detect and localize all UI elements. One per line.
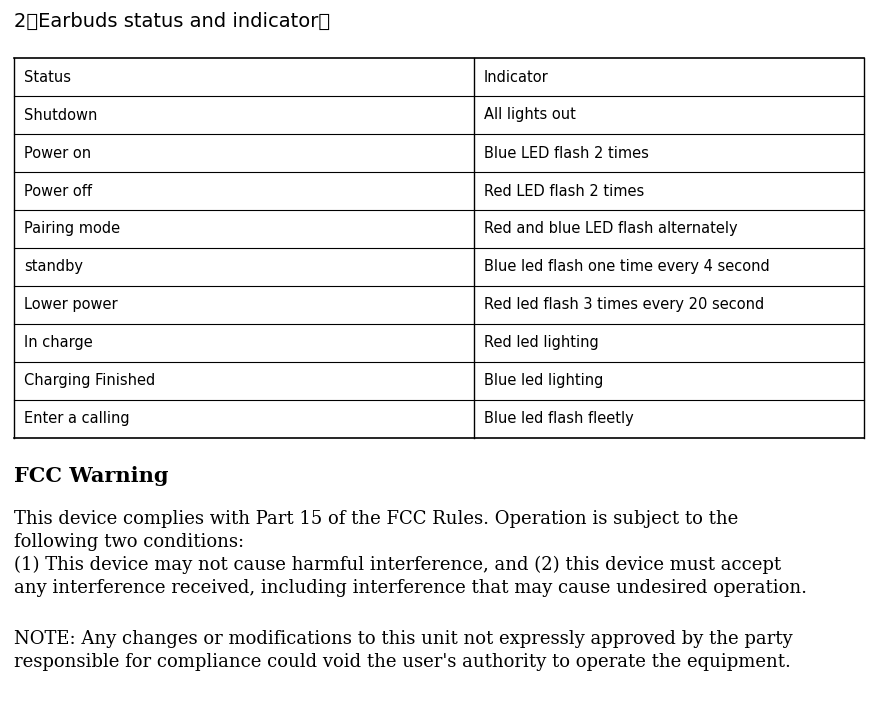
Text: Blue led flash one time every 4 second: Blue led flash one time every 4 second [483, 259, 769, 274]
Text: Red LED flash 2 times: Red LED flash 2 times [483, 184, 644, 199]
Text: All lights out: All lights out [483, 107, 575, 122]
Text: (1) This device may not cause harmful interference, and (2) this device must acc: (1) This device may not cause harmful in… [14, 556, 781, 575]
Text: This device complies with Part 15 of the FCC Rules. Operation is subject to the: This device complies with Part 15 of the… [14, 510, 738, 528]
Text: following two conditions:: following two conditions: [14, 533, 244, 551]
Text: Lower power: Lower power [24, 297, 118, 312]
Text: Enter a calling: Enter a calling [24, 412, 130, 426]
Text: Red led lighting: Red led lighting [483, 336, 598, 351]
Text: FCC Warning: FCC Warning [14, 466, 168, 486]
Text: standby: standby [24, 259, 83, 274]
Text: any interference received, including interference that may cause undesired opera: any interference received, including int… [14, 579, 806, 597]
Text: In charge: In charge [24, 336, 93, 351]
Text: Status: Status [24, 70, 71, 84]
Text: 2、Earbuds status and indicator：: 2、Earbuds status and indicator： [14, 12, 330, 31]
Text: Red and blue LED flash alternately: Red and blue LED flash alternately [483, 222, 737, 236]
Text: responsible for compliance could void the user's authority to operate the equipm: responsible for compliance could void th… [14, 653, 790, 671]
Text: Shutdown: Shutdown [24, 107, 97, 122]
Text: Blue led lighting: Blue led lighting [483, 374, 602, 389]
Text: Charging Finished: Charging Finished [24, 374, 155, 389]
Text: NOTE: Any changes or modifications to this unit not expressly approved by the pa: NOTE: Any changes or modifications to th… [14, 630, 792, 648]
Text: Power on: Power on [24, 145, 91, 161]
Text: Red led flash 3 times every 20 second: Red led flash 3 times every 20 second [483, 297, 763, 312]
Text: Power off: Power off [24, 184, 92, 199]
Text: Indicator: Indicator [483, 70, 548, 84]
Text: Pairing mode: Pairing mode [24, 222, 120, 236]
Text: Blue LED flash 2 times: Blue LED flash 2 times [483, 145, 648, 161]
Text: Blue led flash fleetly: Blue led flash fleetly [483, 412, 633, 426]
